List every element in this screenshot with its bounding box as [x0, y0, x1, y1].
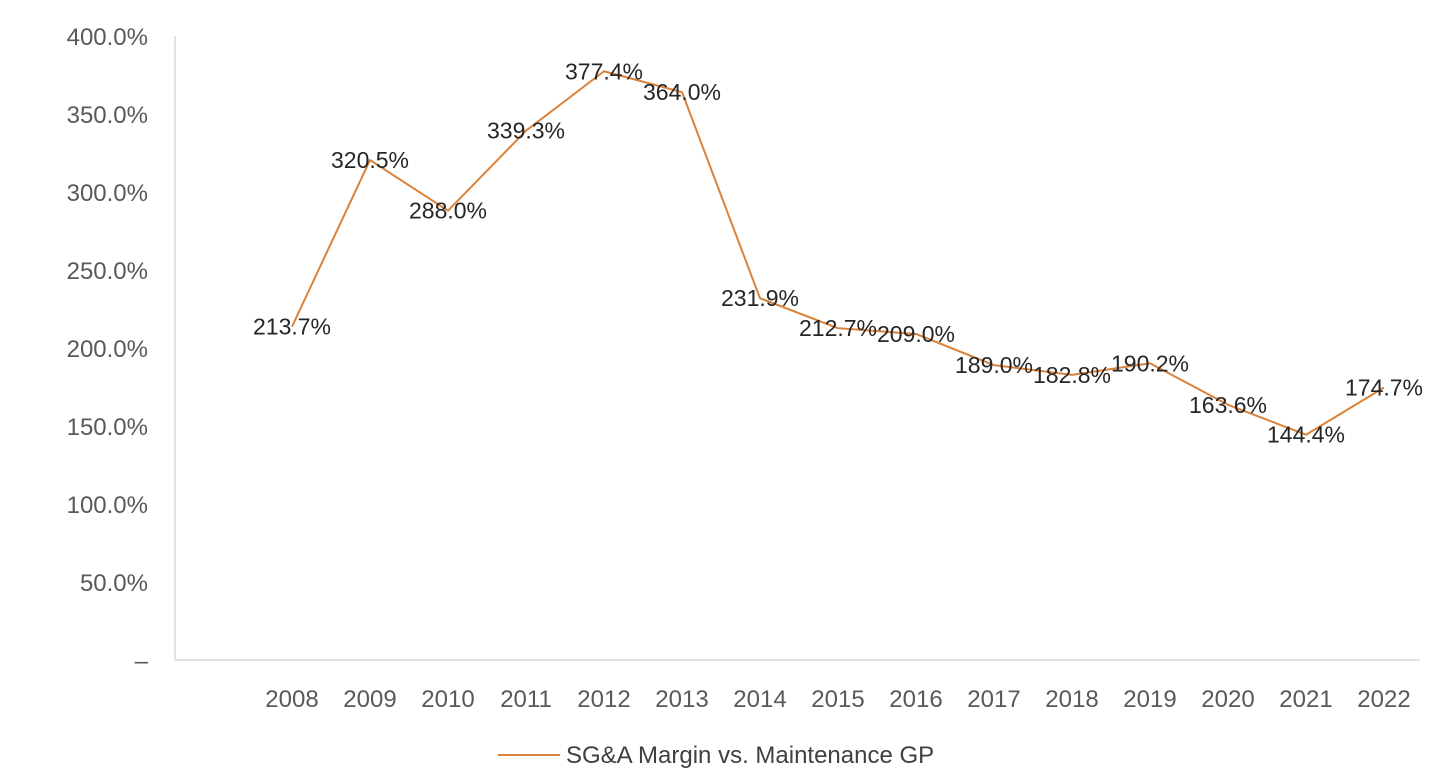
x-tick-label: 2017 [967, 686, 1020, 713]
x-tick-label: 2015 [811, 686, 864, 713]
y-tick-label: 100.0% [67, 492, 148, 519]
x-tick-label: 2019 [1123, 686, 1176, 713]
x-tick-label: 2014 [733, 686, 786, 713]
data-label: 320.5% [331, 147, 409, 173]
data-label: 163.6% [1189, 392, 1267, 418]
y-tick-label: 200.0% [67, 336, 148, 363]
x-tick-label: 2008 [265, 686, 318, 713]
y-tick-label: – [135, 648, 149, 675]
series-layer [291, 70, 1385, 436]
y-tick-label: 150.0% [67, 414, 148, 441]
x-tick-label: 2018 [1045, 686, 1098, 713]
x-tick-label: 2012 [577, 686, 630, 713]
x-tick-label: 2020 [1201, 686, 1254, 713]
x-tick-label: 2022 [1357, 686, 1410, 713]
x-tick-label: 2013 [655, 686, 708, 713]
data-label: 182.8% [1033, 362, 1111, 388]
data-label: 144.4% [1267, 422, 1345, 448]
data-label: 189.0% [955, 352, 1033, 378]
data-label: 212.7% [799, 315, 877, 341]
y-tick-label: 400.0% [67, 24, 148, 51]
series-line [291, 70, 1385, 436]
data-labels: 213.7% 320.5%288.0% 339.3% 377.4%364.0% 231.… [253, 58, 1423, 447]
y-tick-label: 250.0% [67, 258, 148, 285]
y-axis-ticks: – 50.0% 100.0% 150.0% 200.0% 250.0% 300.0% 350.… [67, 24, 149, 675]
legend: SG&A Margin vs. Maintenance GP [498, 742, 934, 769]
data-label: 339.3% [487, 118, 565, 144]
x-tick-label: 2010 [421, 686, 474, 713]
legend-label: SG&A Margin vs. Maintenance GP [566, 742, 934, 769]
x-tick-label: 2009 [343, 686, 396, 713]
data-label: 377.4% [565, 58, 643, 84]
y-tick-label: 50.0% [80, 570, 148, 597]
axes [174, 36, 1420, 661]
x-axis-ticks: 2008 2009 2010 2011 2012 2013 2014 2015 2016 2017… [265, 686, 1410, 713]
data-label: 231.9% [721, 285, 799, 311]
y-tick-label: 350.0% [67, 102, 148, 129]
x-tick-label: 2011 [500, 686, 552, 713]
data-label: 209.0% [877, 321, 955, 347]
data-label: 288.0% [409, 198, 487, 224]
data-label: 213.7% [253, 314, 331, 340]
data-label: 364.0% [643, 79, 721, 105]
x-tick-label: 2021 [1279, 686, 1332, 713]
x-tick-label: 2016 [889, 686, 942, 713]
y-tick-label: 300.0% [67, 180, 148, 207]
data-label: 174.7% [1345, 374, 1423, 400]
data-label: 190.2% [1111, 350, 1189, 376]
